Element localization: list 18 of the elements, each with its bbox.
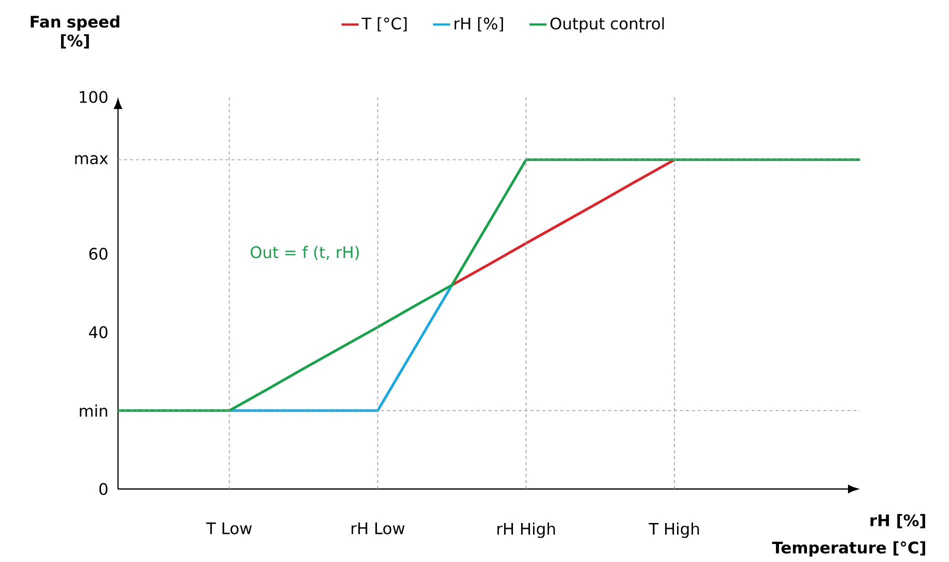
y-tick-label: 100 [80,90,108,104]
y-tick-label: 40 [88,326,108,338]
legend-label: T [°C] [362,17,407,32]
y-tick-label: 0 [99,482,108,496]
legend-label: Output control [550,17,664,33]
annotation: Out = f (t, rH) [250,246,359,260]
x-axis-title: rH [%] [870,514,926,528]
y-tick-label: min [80,404,108,417]
x-tick-label: T Low [206,522,252,534]
x-tick-label: T High [648,522,699,538]
legend-label: rH [%] [454,17,503,32]
line-series [450,158,676,286]
text: Temperature [°C] [772,541,926,557]
y-tick-label: 60 [89,248,108,260]
x-tick-label: rH Low [352,522,405,534]
x-tick-label: rH High [497,522,555,538]
y-tick-label: max [75,155,108,164]
y-axis-title: Fan speed [%] [30,15,120,48]
